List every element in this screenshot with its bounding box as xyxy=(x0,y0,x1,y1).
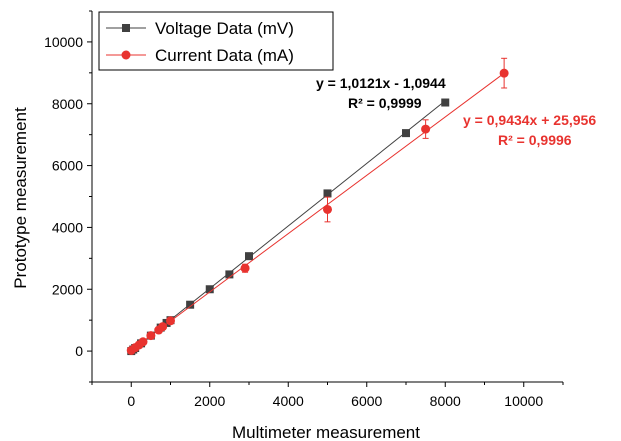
voltage-data-point xyxy=(323,189,332,198)
current-data-point xyxy=(323,204,332,214)
current-fit-r2: R² = 0,9996 xyxy=(498,132,572,148)
voltage-fit-equation: y = 1,0121x - 1,0944 xyxy=(316,75,446,91)
voltage-data-point xyxy=(245,252,253,261)
voltage-fit-line xyxy=(130,100,446,352)
current-fit-equation: y = 0,9434x + 25,956 xyxy=(463,112,596,128)
voltage-data-point xyxy=(402,129,410,138)
legend-voltage-label: Voltage Data (mV) xyxy=(155,19,294,38)
voltage-fit-r2: R² = 0,9999 xyxy=(348,95,422,111)
x-axis-title: Multimeter measurement xyxy=(232,423,420,441)
x-tick-label: 0 xyxy=(127,393,135,409)
fit-annotations: y = 1,0121x - 1,0944 R² = 0,9999 y = 0,9… xyxy=(316,75,596,148)
current-data-point xyxy=(158,322,168,332)
current-data-point xyxy=(240,263,250,273)
x-tick-label: 2000 xyxy=(194,393,225,409)
legend-current-marker xyxy=(121,50,131,60)
x-tick-label: 4000 xyxy=(273,393,304,409)
current-data-point xyxy=(499,68,509,78)
y-tick-label: 10000 xyxy=(44,34,83,50)
voltage-data-point xyxy=(225,270,234,279)
series-layer xyxy=(126,57,509,356)
current-data-point xyxy=(421,124,431,134)
y-axis-title: Prototype measurement xyxy=(11,107,30,289)
x-tick-label: 8000 xyxy=(430,393,461,409)
voltage-data-point xyxy=(441,98,450,107)
current-data-point xyxy=(146,331,156,341)
current-data-point xyxy=(166,316,175,326)
legend-current-label: Current Data (mA) xyxy=(155,46,294,65)
x-tick-label: 6000 xyxy=(351,393,382,409)
current-fit-line xyxy=(130,72,505,351)
legend-voltage-marker xyxy=(122,24,130,32)
y-tick-label: 2000 xyxy=(52,281,83,297)
current-data-point xyxy=(138,337,148,347)
x-tick-label: 10000 xyxy=(504,393,543,409)
voltage-data-point xyxy=(205,285,214,294)
y-tick-label: 8000 xyxy=(52,96,83,112)
y-tick-label: 6000 xyxy=(52,158,83,174)
voltage-data-point xyxy=(186,300,195,309)
legend-box xyxy=(98,11,334,71)
axes: 0 2000 4000 6000 8000 10000 0 2000 4000 6000 8000 1… xyxy=(44,10,564,409)
y-tick-label: 0 xyxy=(75,343,83,359)
y-tick-label: 4000 xyxy=(52,219,83,235)
legend: Voltage Data (mV) Current Data (mA) xyxy=(98,11,334,71)
